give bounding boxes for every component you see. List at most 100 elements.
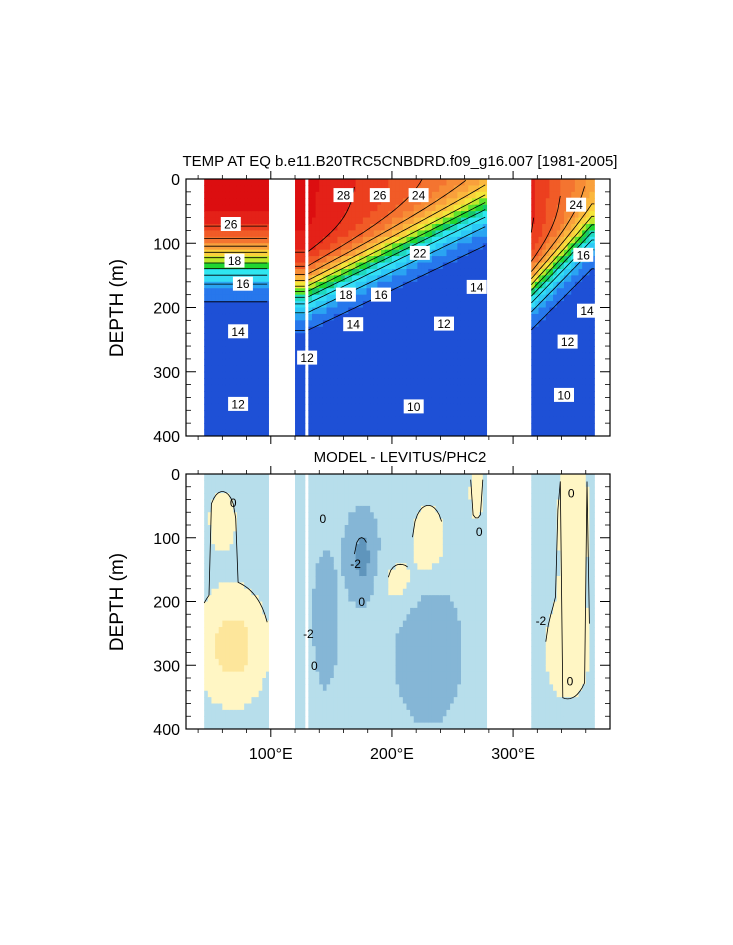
field-cell <box>553 378 558 386</box>
field-cell <box>319 326 324 334</box>
field-cell <box>255 525 260 532</box>
field-cell <box>531 391 536 399</box>
field-cell <box>229 281 234 289</box>
field-cell <box>479 313 484 321</box>
field-cell <box>308 217 313 225</box>
field-cell <box>315 352 320 360</box>
field-cell <box>435 294 440 302</box>
field-cell <box>381 249 386 257</box>
field-cell <box>402 378 408 386</box>
field-cell <box>236 652 242 660</box>
field-cell <box>337 429 342 436</box>
field-cell <box>424 365 429 373</box>
field-cell <box>255 480 260 488</box>
field-cell <box>479 294 484 302</box>
field-cell <box>302 493 306 501</box>
field-cell <box>229 301 234 309</box>
field-cell <box>326 601 331 609</box>
field-cell <box>295 333 300 341</box>
field-cell <box>413 230 418 238</box>
field-cell <box>453 416 458 424</box>
field-cell <box>236 429 242 436</box>
field-cell <box>442 236 448 244</box>
field-cell <box>424 333 429 341</box>
field-cell <box>211 320 216 328</box>
field-cell <box>326 474 331 481</box>
field-cell <box>236 678 242 685</box>
field-cell <box>417 262 422 270</box>
field-cell <box>229 191 234 199</box>
field-cell <box>225 678 231 685</box>
field-cell <box>326 544 331 552</box>
field-cell <box>265 678 269 685</box>
field-cell <box>388 301 393 309</box>
field-cell <box>204 722 209 729</box>
field-cell <box>479 410 484 418</box>
field-cell <box>311 288 317 296</box>
field-cell <box>251 671 256 679</box>
field-cell <box>244 544 249 552</box>
field-cell <box>366 249 371 257</box>
field-cell <box>560 365 565 373</box>
field-cell <box>298 627 303 634</box>
field-cell <box>229 294 234 302</box>
field-cell <box>218 550 223 558</box>
field-cell <box>589 217 594 225</box>
field-cell <box>225 211 231 219</box>
field-cell <box>344 658 349 666</box>
field-cell <box>362 301 368 309</box>
field-cell <box>244 671 249 679</box>
field-cell <box>236 665 242 673</box>
field-cell <box>538 313 543 321</box>
field-cell <box>330 346 335 354</box>
field-cell <box>240 499 245 507</box>
field-cell <box>446 191 451 199</box>
field-cell <box>215 678 220 685</box>
field-cell <box>424 429 429 436</box>
field-cell <box>207 588 213 596</box>
field-cell <box>446 275 451 283</box>
field-cell <box>362 352 368 360</box>
field-cell <box>330 690 335 698</box>
field-cell <box>381 230 386 238</box>
field-cell <box>322 397 328 405</box>
field-cell <box>302 256 306 264</box>
field-cell <box>326 339 331 347</box>
field-cell <box>302 307 306 315</box>
field-cell <box>457 268 462 276</box>
field-cell <box>560 378 565 386</box>
field-cell <box>431 416 437 424</box>
field-cell <box>255 646 260 654</box>
field-cell <box>218 493 223 501</box>
field-cell <box>262 358 267 366</box>
field-cell <box>204 601 209 609</box>
field-cell <box>471 230 477 238</box>
field-cell <box>471 423 477 431</box>
field-cell <box>258 684 263 692</box>
field-cell <box>222 550 227 558</box>
field-cell <box>538 217 543 225</box>
field-cell <box>585 204 590 212</box>
field-cell <box>265 358 269 366</box>
field-cell <box>326 652 331 660</box>
field-cell <box>322 474 328 481</box>
field-cell <box>395 211 400 219</box>
field-cell <box>229 423 234 431</box>
field-cell <box>446 371 451 379</box>
field-cell <box>215 697 220 705</box>
field-cell <box>377 423 382 431</box>
field-cell <box>410 211 415 219</box>
field-cell <box>450 223 455 231</box>
field-cell <box>366 223 371 231</box>
field-cell <box>453 236 458 244</box>
field-cell <box>308 294 313 302</box>
field-cell <box>578 268 583 276</box>
field-cell <box>218 416 223 424</box>
field-cell <box>204 709 209 717</box>
field-cell <box>337 537 342 545</box>
field-cell <box>337 480 342 488</box>
field-cell <box>450 230 455 238</box>
field-cell <box>222 537 227 545</box>
field-cell <box>337 690 342 698</box>
field-cell <box>450 423 455 431</box>
